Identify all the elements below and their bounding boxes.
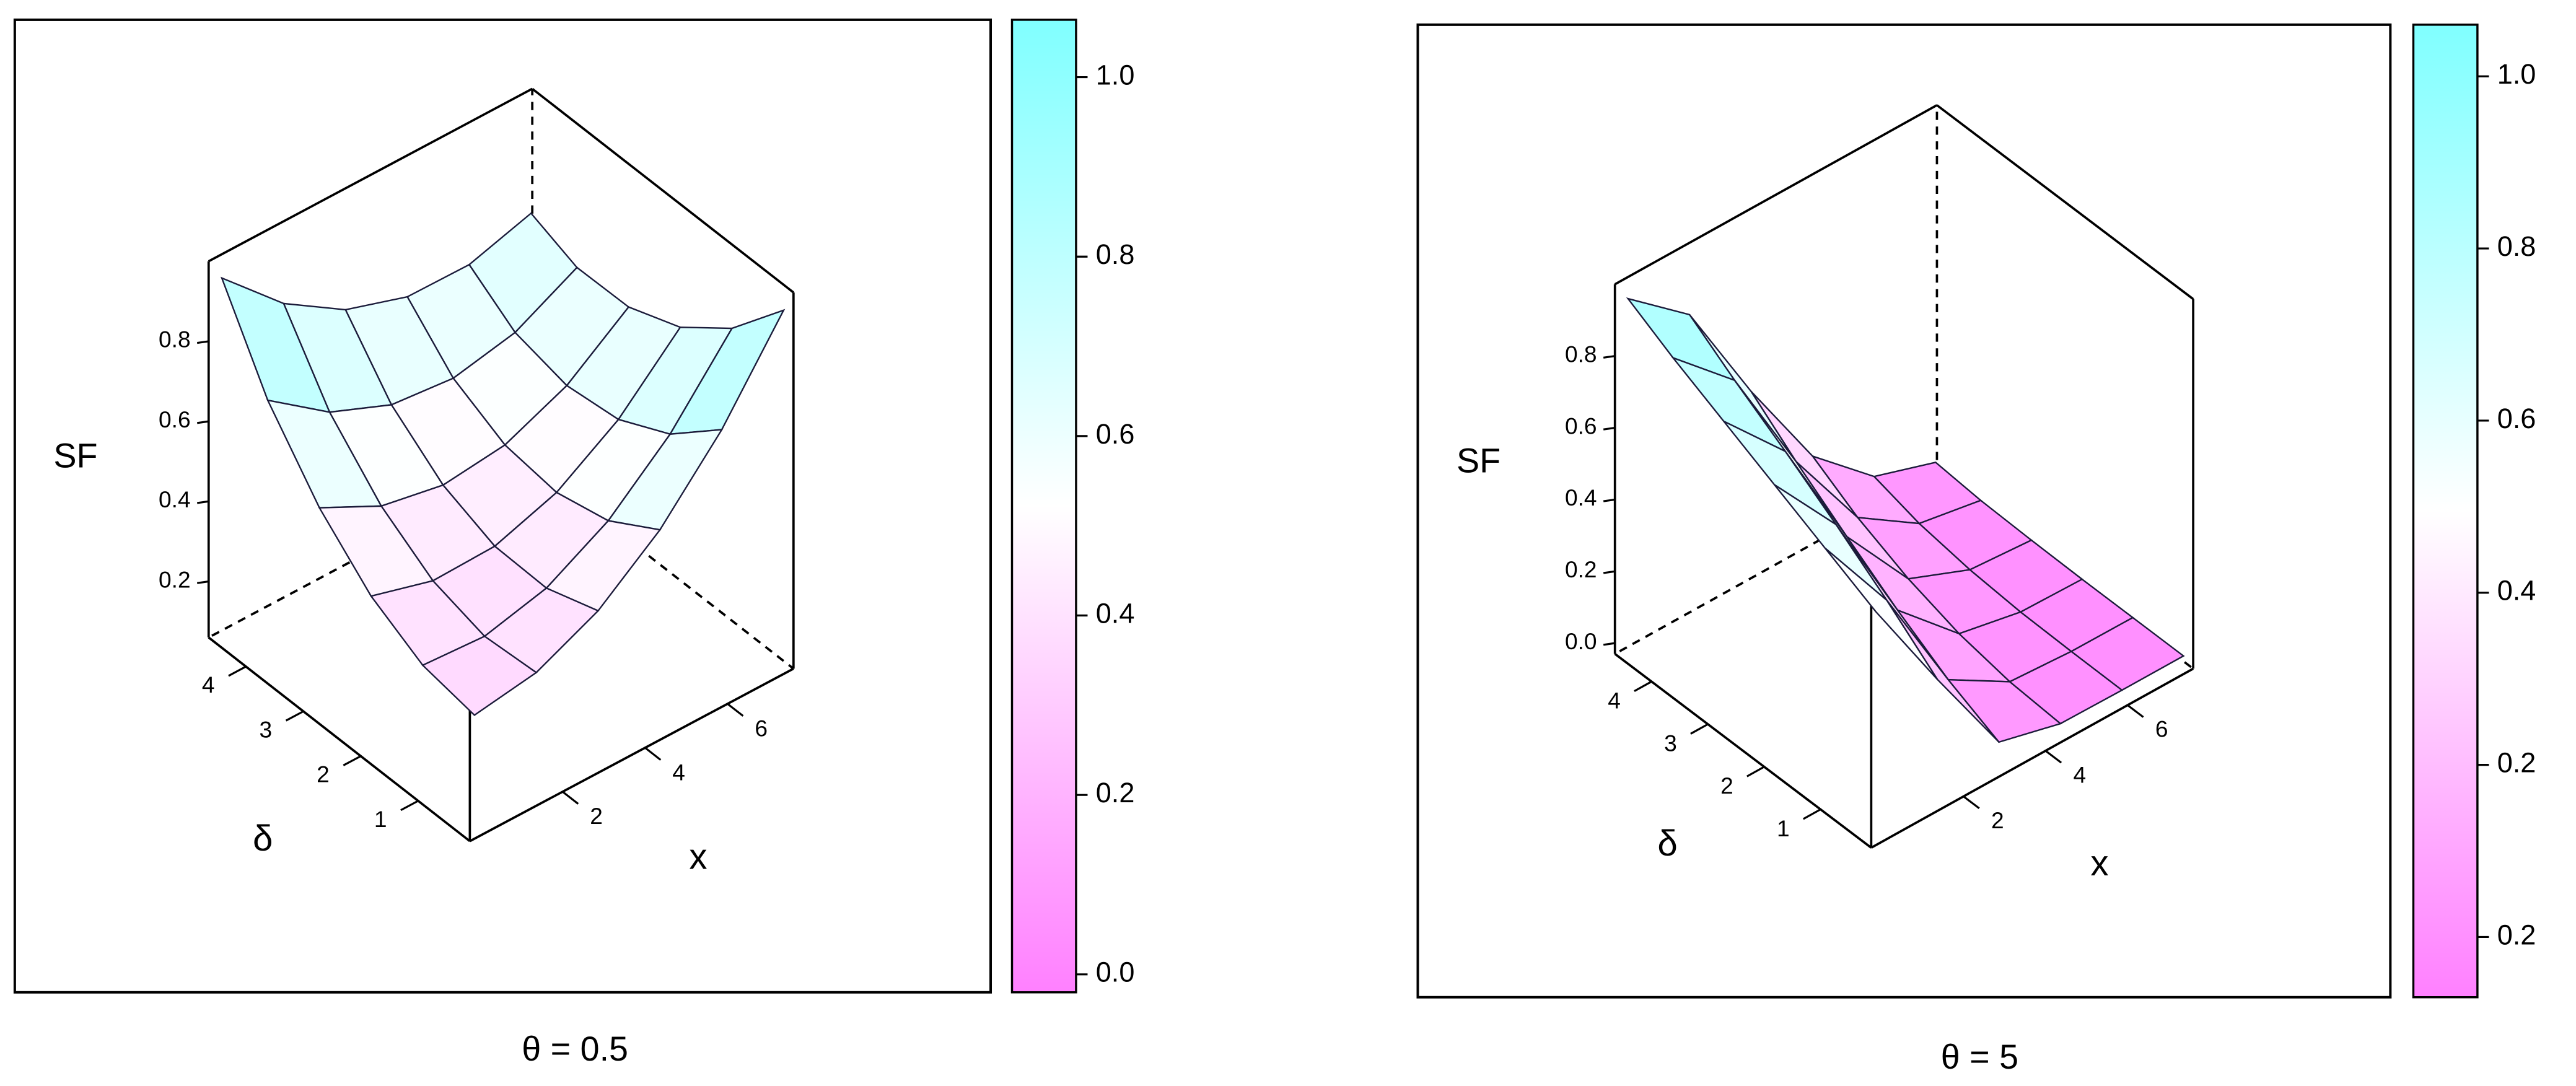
z-tick-label: 0.0 <box>1565 628 1597 654</box>
z-tick <box>196 580 209 584</box>
z-tick <box>1603 570 1615 574</box>
y-tick-label: 2 <box>317 761 330 787</box>
surface-facet <box>421 635 538 716</box>
chart-title: θ = 0.5 <box>522 1030 628 1068</box>
z-tick-label: 0.8 <box>159 326 191 353</box>
y-tick-label: 4 <box>202 672 215 698</box>
x-tick-label: 6 <box>2155 716 2168 742</box>
colorbar-tick-label: 0.6 <box>2497 403 2536 434</box>
box-edge <box>1936 104 2194 300</box>
colorbar <box>2412 24 2479 999</box>
box-hidden-edge <box>532 464 794 670</box>
x-tick-label: 6 <box>755 715 768 741</box>
x-tick-label: 4 <box>672 759 685 785</box>
colorbar-tick-label: 0.8 <box>1096 239 1135 270</box>
y-tick <box>1746 766 1765 777</box>
colorbar-tick-label: 0.2 <box>2497 747 2536 779</box>
box-edge <box>1614 104 1938 286</box>
z-tick <box>1603 642 1615 646</box>
y-tick <box>285 710 304 722</box>
z-tick <box>196 500 209 504</box>
z-axis-label: SF <box>53 437 97 475</box>
z-tick-label: 0.8 <box>1565 341 1597 367</box>
box-edge <box>1614 653 1872 849</box>
y-tick-label: 1 <box>1777 815 1790 841</box>
colorbar-tick-label: 0.2 <box>2497 919 2536 950</box>
z-tick-label: 0.2 <box>159 566 191 592</box>
colorbar <box>1010 19 1077 994</box>
x-axis-label: x <box>2090 843 2108 883</box>
z-tick-label: 0.4 <box>1565 484 1597 510</box>
surface-facet <box>1825 548 1939 680</box>
x-tick-label: 4 <box>2073 761 2086 787</box>
x-tick <box>2127 704 2144 718</box>
plot-frame <box>13 18 992 994</box>
y-tick <box>1690 723 1709 735</box>
x-tick <box>2044 750 2062 764</box>
z-tick-label: 0.6 <box>159 406 191 432</box>
z-tick <box>196 340 209 344</box>
x-tick <box>1963 795 1980 810</box>
box-edge <box>208 636 471 843</box>
colorbar-tick-label: 0.6 <box>1096 418 1135 450</box>
y-tick <box>343 755 362 766</box>
colorbar-tick-label: 0.4 <box>1096 597 1135 629</box>
x-axis-label: x <box>689 836 707 877</box>
colorbar-tick-label: 1.0 <box>2497 58 2536 90</box>
z-tick <box>1603 498 1615 502</box>
y-tick <box>1634 680 1652 693</box>
y-tick-label: 1 <box>374 806 387 832</box>
box-edge <box>469 667 794 843</box>
y-tick <box>400 800 419 812</box>
colorbar-tick-label: 0.2 <box>1096 777 1135 808</box>
chart-title: θ = 5 <box>1941 1038 2018 1076</box>
box-edge <box>208 87 533 263</box>
y-axis-label: δ <box>253 818 273 859</box>
box-edge <box>532 87 794 294</box>
colorbar-tick-label: 1.0 <box>1096 59 1135 90</box>
y-tick-label: 2 <box>1720 773 1733 799</box>
plot-frame <box>1416 23 2392 999</box>
colorbar-tick-label: 0.0 <box>1096 957 1135 988</box>
z-tick-label: 0.4 <box>159 486 191 512</box>
y-tick-label: 3 <box>260 716 273 742</box>
x-tick <box>644 747 662 761</box>
colorbar-tick-label: 0.4 <box>2497 575 2536 606</box>
x-tick <box>562 790 579 805</box>
colorbar-tick-label: 0.8 <box>2497 230 2536 262</box>
y-axis-label: δ <box>1657 823 1677 864</box>
x-tick-label: 2 <box>590 803 603 829</box>
z-tick <box>1603 426 1615 431</box>
y-tick-label: 3 <box>1664 730 1677 756</box>
z-tick-label: 0.2 <box>1565 556 1597 582</box>
x-tick-label: 2 <box>1991 807 2004 833</box>
z-tick-label: 0.6 <box>1565 413 1597 439</box>
x-tick <box>727 703 744 717</box>
z-axis-label: SF <box>1457 442 1500 480</box>
z-tick <box>196 420 209 424</box>
y-tick <box>1802 808 1821 820</box>
box-edge <box>1870 667 2194 849</box>
y-tick-label: 4 <box>1608 688 1621 714</box>
y-tick <box>228 665 247 677</box>
z-tick <box>1603 355 1615 359</box>
